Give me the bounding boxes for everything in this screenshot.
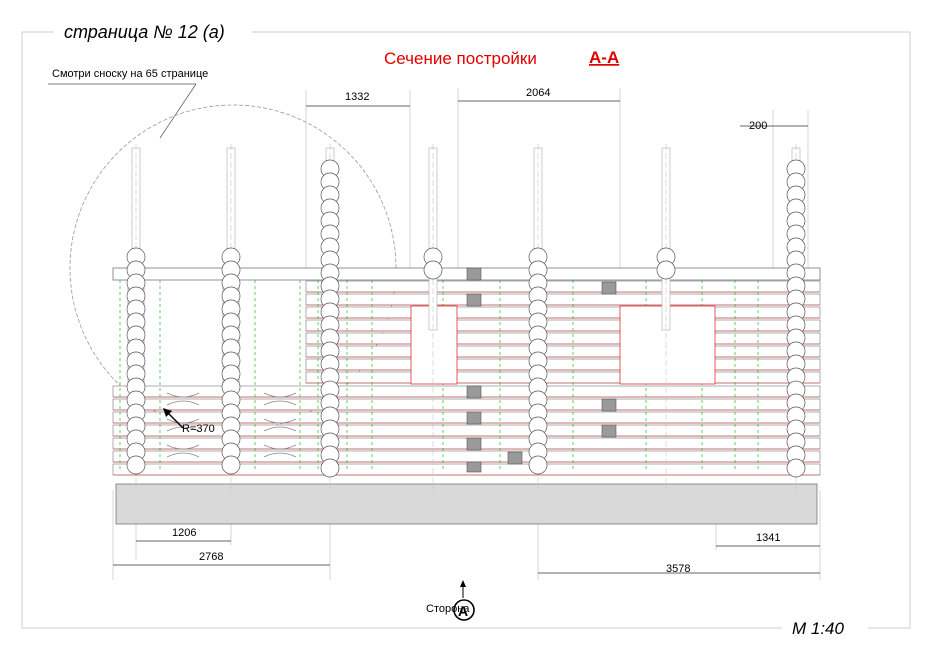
dim-bottom-1: 1206: [172, 527, 196, 539]
wall-log: [305, 358, 821, 371]
wall-log: [305, 371, 821, 384]
dimension-lines: [113, 100, 820, 574]
dim-bottom-4: 3578: [666, 563, 690, 575]
dim-top-mid: 2064: [526, 87, 550, 99]
page-label: страница № 12 (а): [64, 22, 225, 42]
log-column: [126, 144, 146, 490]
footnote-leader: [159, 83, 197, 139]
log-columns: [126, 144, 806, 490]
radius-arrowhead: [163, 408, 172, 417]
wall-log: [305, 306, 821, 319]
log-column: [423, 144, 443, 490]
log-round: [221, 455, 241, 475]
wall-log: [305, 280, 821, 293]
dim-bottom-2: 2768: [199, 551, 223, 563]
log-round: [126, 455, 146, 475]
dim-top-left: 1332: [345, 91, 369, 103]
dim-top-right: 200: [749, 120, 767, 132]
wall-log: [112, 450, 821, 463]
wall-log: [112, 463, 821, 476]
foundation-slab: [115, 483, 818, 525]
section-mark: А-А: [589, 48, 619, 67]
page-label-box: [54, 18, 252, 46]
log-column: [320, 144, 340, 490]
top-beam: [112, 267, 821, 281]
side-marker-arrowhead: [460, 580, 466, 587]
wall-log: [112, 437, 821, 450]
scale-box: [782, 616, 868, 642]
log-column: [221, 144, 241, 490]
radius-label: R=370: [182, 423, 215, 435]
log-notch: [263, 392, 297, 406]
dowel-blocks: [466, 267, 617, 473]
wall-log: [305, 332, 821, 345]
log-notch: [263, 418, 297, 432]
wall-log: [112, 398, 821, 411]
scale-label: М 1:40: [792, 619, 845, 638]
wall-log: [305, 319, 821, 332]
log-round: [423, 260, 443, 280]
log-round: [786, 458, 806, 478]
drawing-title: Сечение постройки: [384, 49, 537, 68]
side-marker-circle: [453, 599, 475, 621]
log-notch: [166, 444, 200, 458]
wall-log: [112, 424, 821, 437]
log-column: [528, 144, 548, 490]
log-notch: [263, 444, 297, 458]
wall-log: [112, 385, 821, 398]
side-marker-letter: А: [458, 603, 468, 619]
sheet-frame: [21, 31, 911, 629]
log-round: [320, 458, 340, 478]
log-round: [656, 260, 676, 280]
wall-log: [305, 345, 821, 358]
dim-bottom-3: 1341: [756, 532, 780, 544]
log-notch: [166, 418, 200, 432]
log-column: [786, 144, 806, 490]
log-notch: [166, 392, 200, 406]
side-marker-label: Сторона: [426, 603, 470, 615]
footnote-text: Смотри сноску на 65 странице: [52, 68, 208, 80]
log-round: [528, 455, 548, 475]
wall-log: [305, 293, 821, 306]
wall-log: [112, 411, 821, 424]
log-column: [656, 144, 676, 490]
